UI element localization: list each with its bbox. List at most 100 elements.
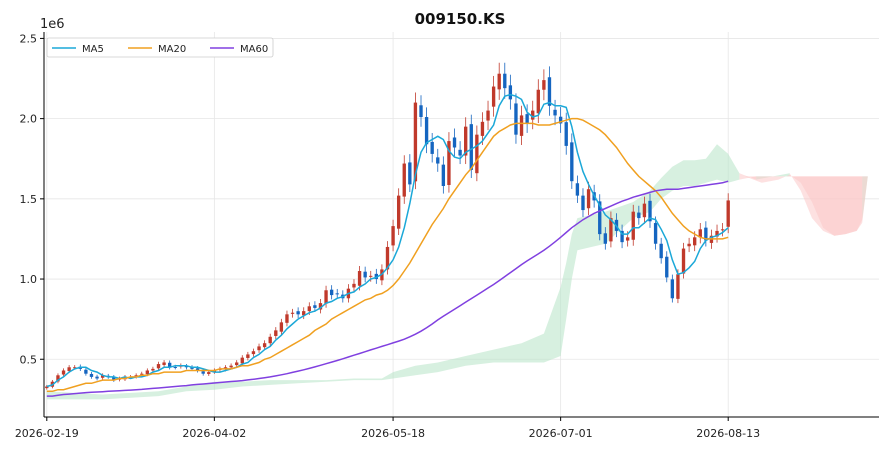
candle-body	[385, 246, 390, 270]
candle-body	[419, 105, 423, 118]
candle-body	[369, 275, 373, 277]
candle-body	[665, 256, 669, 278]
candle-body	[190, 367, 194, 369]
y-tick-label: 0.5	[20, 353, 38, 366]
candle-body	[547, 77, 552, 106]
candle-body	[542, 80, 546, 90]
legend-label-ma60: MA60	[240, 44, 268, 55]
candle-body	[586, 189, 591, 209]
legend-label-ma5: MA5	[82, 44, 104, 55]
candle-body	[262, 343, 267, 348]
candle-body	[251, 351, 256, 355]
candle-body	[357, 271, 362, 286]
candle-body	[603, 233, 607, 244]
candle-body	[609, 218, 613, 242]
candle-body	[67, 367, 71, 372]
candle-body	[134, 375, 138, 377]
candle-body	[486, 110, 490, 121]
candle-body	[503, 73, 507, 89]
candle-body	[704, 227, 708, 241]
candle-body	[268, 336, 272, 344]
candle-body	[408, 162, 412, 185]
candle-body	[352, 283, 356, 288]
candle-body	[324, 290, 328, 304]
candle-body	[402, 163, 406, 197]
candle-body	[229, 365, 233, 368]
candle-body	[469, 124, 473, 170]
candle-body	[620, 230, 624, 243]
candle-body	[156, 364, 161, 369]
candle-body	[491, 86, 496, 107]
candle-body	[195, 368, 200, 371]
candle-body	[648, 200, 652, 222]
candle-body	[670, 279, 675, 299]
candle-body	[145, 370, 150, 375]
cloud-bullish	[46, 144, 740, 400]
y-scale-label: 1e6	[40, 17, 65, 32]
candle-body	[257, 346, 261, 351]
candle-body	[519, 115, 524, 136]
candle-body	[61, 370, 66, 375]
candle-body	[720, 229, 725, 231]
legend: MA5 MA20 MA60	[46, 37, 274, 58]
candle-body	[514, 103, 518, 135]
candle-body	[167, 362, 172, 368]
candle-body	[396, 195, 401, 229]
candle-body	[464, 126, 468, 156]
candle-body	[313, 305, 317, 308]
candle-body	[564, 122, 568, 146]
candle-body	[374, 273, 378, 280]
candle-body	[452, 137, 457, 148]
candle-body	[726, 200, 730, 227]
cloud-bearish-projection	[745, 174, 868, 236]
candle-body	[89, 373, 94, 377]
candle-body	[329, 289, 334, 296]
chart-title: 009150.KS	[415, 10, 506, 28]
candle-body	[45, 386, 49, 389]
candle-body	[173, 366, 177, 368]
candle-body	[441, 164, 446, 186]
candle-body	[475, 134, 479, 174]
candle-body	[112, 376, 116, 381]
x-tick-label: 2026-04-02	[182, 427, 246, 440]
candle-body	[480, 121, 485, 136]
legend-label-ma20: MA20	[158, 44, 186, 55]
candle-body	[424, 117, 429, 145]
candle-body	[631, 211, 635, 240]
x-tick-label: 2026-07-01	[529, 427, 593, 440]
y-tick-label: 1.5	[20, 193, 38, 206]
candle-body	[363, 271, 367, 278]
candle-body	[140, 373, 144, 375]
candle-body	[335, 293, 339, 295]
candle-body	[100, 375, 105, 378]
y-tick-label: 2.0	[20, 113, 38, 126]
candle-body	[447, 141, 451, 185]
candle-body	[296, 311, 300, 315]
candle-body	[497, 73, 501, 90]
candle-body	[676, 274, 680, 299]
candle-body	[207, 372, 211, 374]
candle-body	[525, 114, 529, 124]
candle-body	[458, 149, 462, 156]
x-tick-label: 2026-05-18	[361, 427, 425, 440]
candle-body	[95, 376, 99, 379]
candle-body	[653, 223, 658, 244]
candle-body	[558, 116, 563, 124]
candle-body	[575, 183, 580, 196]
candle-body	[508, 85, 513, 100]
candle-body	[240, 357, 244, 364]
candle-body	[642, 203, 647, 218]
candle-body	[246, 354, 250, 358]
candle-body	[285, 314, 289, 323]
candle-body	[570, 142, 574, 182]
candle-body	[184, 366, 189, 368]
candle-body	[413, 102, 418, 182]
candle-body	[279, 322, 284, 332]
candle-body	[274, 330, 278, 336]
y-tick-label: 2.5	[20, 32, 38, 45]
candle-body	[84, 369, 88, 374]
candle-body	[715, 230, 719, 237]
x-tick-label: 2026-02-19	[15, 427, 79, 440]
candle-body	[56, 375, 60, 382]
